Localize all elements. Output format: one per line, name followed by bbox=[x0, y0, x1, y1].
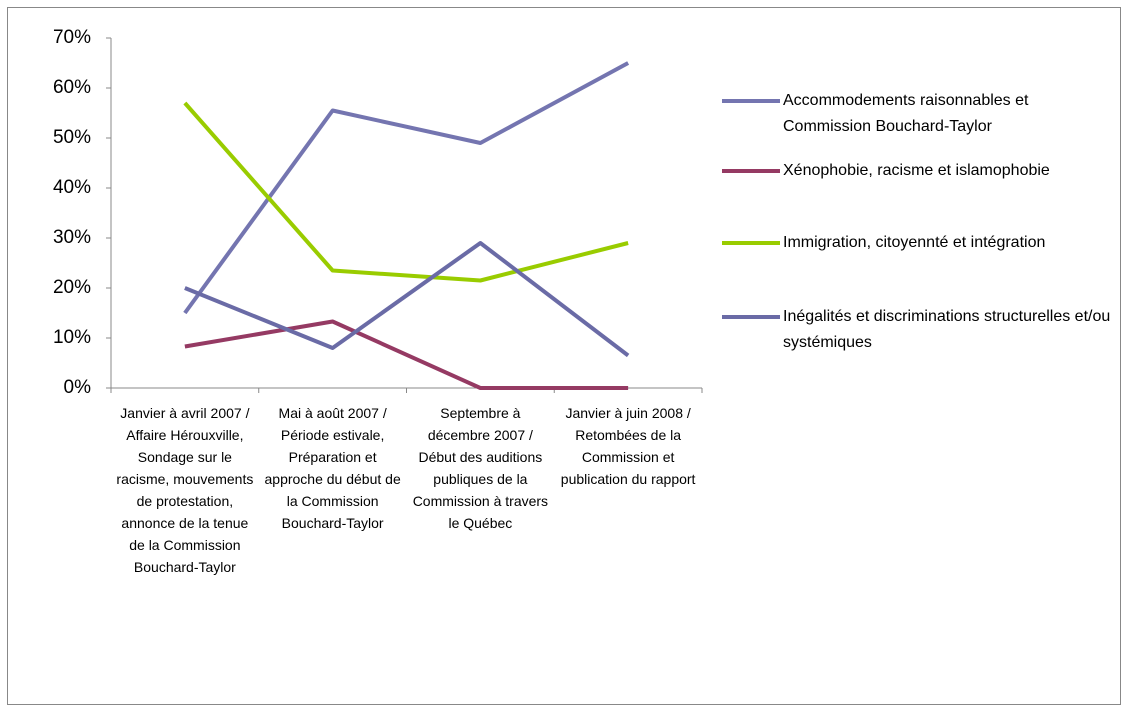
y-tick-label: 0% bbox=[64, 377, 92, 398]
legend-label: Accommodements raisonnables et Commissio… bbox=[783, 92, 1029, 135]
x-tick-label: Janvier à avril 2007 / Affaire Hérouxvil… bbox=[116, 405, 254, 575]
y-tick-label: 10% bbox=[53, 327, 91, 348]
series-line bbox=[184, 241, 630, 358]
series-line bbox=[183, 61, 630, 315]
y-tick-label: 40% bbox=[53, 177, 91, 198]
x-tick-label: Septembre à décembre 2007 / Début des au… bbox=[412, 405, 549, 531]
series-line bbox=[183, 101, 629, 283]
y-tick-label: 60% bbox=[53, 77, 91, 98]
chart-border bbox=[7, 7, 1121, 705]
legend-label: Xénophobie, racisme et islamophobie bbox=[783, 162, 1050, 179]
x-tick-label: Janvier à juin 2008 / Retombées de la Co… bbox=[560, 405, 696, 487]
y-tick-label: 20% bbox=[53, 277, 91, 298]
x-tick-label: Mai à août 2007 / Période estivale, Prép… bbox=[264, 405, 401, 531]
y-tick-label: 50% bbox=[53, 127, 91, 148]
y-tick-label: 70% bbox=[53, 27, 91, 48]
legend-label: Inégalités et discriminations structurel… bbox=[783, 308, 1111, 351]
series-line bbox=[184, 319, 629, 390]
y-tick-label: 30% bbox=[53, 227, 91, 248]
legend-label: Immigration, citoyennté et intégration bbox=[783, 234, 1046, 251]
